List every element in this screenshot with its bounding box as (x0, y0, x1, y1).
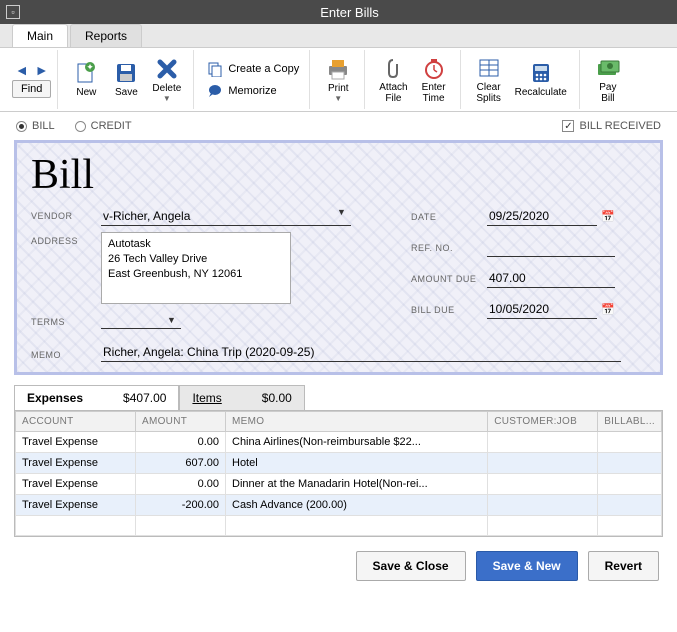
clear-splits-icon (477, 56, 501, 80)
checkmark-icon: ✓ (562, 120, 574, 132)
address-input[interactable]: Autotask 26 Tech Valley Drive East Green… (101, 232, 291, 304)
new-button[interactable]: ✦ New (66, 59, 106, 100)
bill-due-calendar-icon[interactable]: 📅 (601, 303, 615, 316)
create-copy-button[interactable]: Create a Copy (202, 58, 303, 80)
col-amount[interactable]: AMOUNT (136, 412, 226, 432)
window-title: Enter Bills (28, 5, 671, 20)
memorize-button[interactable]: Memorize (202, 80, 280, 102)
expense-tabs: Expenses $407.00 Items $0.00 (14, 385, 663, 410)
expense-table: ACCOUNT AMOUNT MEMO CUSTOMER:JOB BILLABL… (14, 410, 663, 537)
amount-due-input[interactable] (487, 269, 615, 288)
pay-bill-button[interactable]: Pay Bill (588, 54, 628, 106)
radio-credit[interactable]: CREDIT (75, 120, 132, 132)
memo-input[interactable] (101, 343, 621, 362)
table-row[interactable]: Travel Expense607.00Hotel (16, 453, 662, 474)
footer: Save & Close Save & New Revert (0, 537, 677, 595)
date-calendar-icon[interactable]: 📅 (601, 210, 615, 223)
col-account[interactable]: ACCOUNT (16, 412, 136, 432)
tab-reports[interactable]: Reports (70, 24, 142, 47)
delete-button[interactable]: Delete ▼ (146, 55, 187, 105)
tab-bar: Main Reports (0, 24, 677, 48)
print-dropdown-icon: ▼ (334, 94, 342, 103)
find-button[interactable]: Find (12, 80, 51, 98)
tab-main[interactable]: Main (12, 24, 68, 47)
titlebar: ▫ Enter Bills (0, 0, 677, 24)
delete-dropdown-icon: ▼ (163, 94, 171, 103)
toolbar: ◄ ► Find ✦ New Save Delete ▼ Create a Co… (0, 48, 677, 112)
print-icon (326, 57, 350, 81)
time-icon (422, 56, 446, 80)
save-button[interactable]: Save (106, 59, 146, 100)
col-customer-job[interactable]: CUSTOMER:JOB (488, 412, 598, 432)
refno-label: REF. NO. (411, 243, 487, 253)
vendor-label: VENDOR (31, 207, 101, 221)
new-icon: ✦ (74, 61, 98, 85)
terms-label: TERMS (31, 313, 101, 327)
svg-text:✦: ✦ (87, 62, 95, 72)
col-memo[interactable]: MEMO (226, 412, 488, 432)
table-row[interactable]: Travel Expense-200.00Cash Advance (200.0… (16, 495, 662, 516)
radio-bill[interactable]: BILL (16, 120, 55, 132)
copy-icon (206, 60, 224, 78)
table-row[interactable]: Travel Expense0.00Dinner at the Manadari… (16, 474, 662, 495)
options-row: BILL CREDIT ✓ BILL RECEIVED (0, 112, 677, 140)
delete-icon (155, 57, 179, 81)
bill-heading: Bill (31, 151, 646, 199)
amount-due-label: AMOUNT DUE (411, 274, 487, 284)
recalculate-icon (529, 61, 553, 85)
table-row[interactable]: Travel Expense0.00China Airlines(Non-rei… (16, 432, 662, 453)
address-label: ADDRESS (31, 232, 101, 246)
clear-splits-button[interactable]: Clear Splits (469, 54, 509, 106)
tab-expenses[interactable]: Expenses $407.00 (14, 385, 179, 410)
pay-bill-icon (596, 56, 620, 80)
enter-time-button[interactable]: Enter Time (414, 54, 454, 106)
save-close-button[interactable]: Save & Close (356, 551, 466, 581)
col-billable[interactable]: BILLABL... (598, 412, 662, 432)
nav-forward-icon[interactable]: ► (35, 62, 49, 78)
memorize-icon (206, 82, 224, 100)
print-button[interactable]: Print ▼ (318, 55, 358, 105)
window-icon[interactable]: ▫ (6, 5, 20, 19)
date-label: DATE (411, 212, 487, 222)
nav-back-icon[interactable]: ◄ (15, 62, 29, 78)
bill-due-label: BILL DUE (411, 305, 487, 315)
checkbox-bill-received[interactable]: ✓ BILL RECEIVED (562, 120, 661, 132)
bill-form: Bill VENDOR ▼ ADDRESS Autotask 26 Tech V… (14, 140, 663, 375)
terms-input[interactable] (101, 310, 181, 329)
date-input[interactable] (487, 207, 597, 226)
memo-label: MEMO (31, 346, 101, 360)
vendor-input[interactable] (101, 207, 351, 226)
attach-file-button[interactable]: Attach File (373, 54, 413, 106)
refno-input[interactable] (487, 238, 615, 257)
save-icon (114, 61, 138, 85)
bill-due-input[interactable] (487, 300, 597, 319)
table-row-empty[interactable] (16, 516, 662, 536)
recalculate-button[interactable]: Recalculate (509, 59, 573, 100)
tab-items[interactable]: Items $0.00 (179, 385, 304, 410)
revert-button[interactable]: Revert (588, 551, 659, 581)
attach-icon (381, 56, 405, 80)
save-new-button[interactable]: Save & New (476, 551, 578, 581)
